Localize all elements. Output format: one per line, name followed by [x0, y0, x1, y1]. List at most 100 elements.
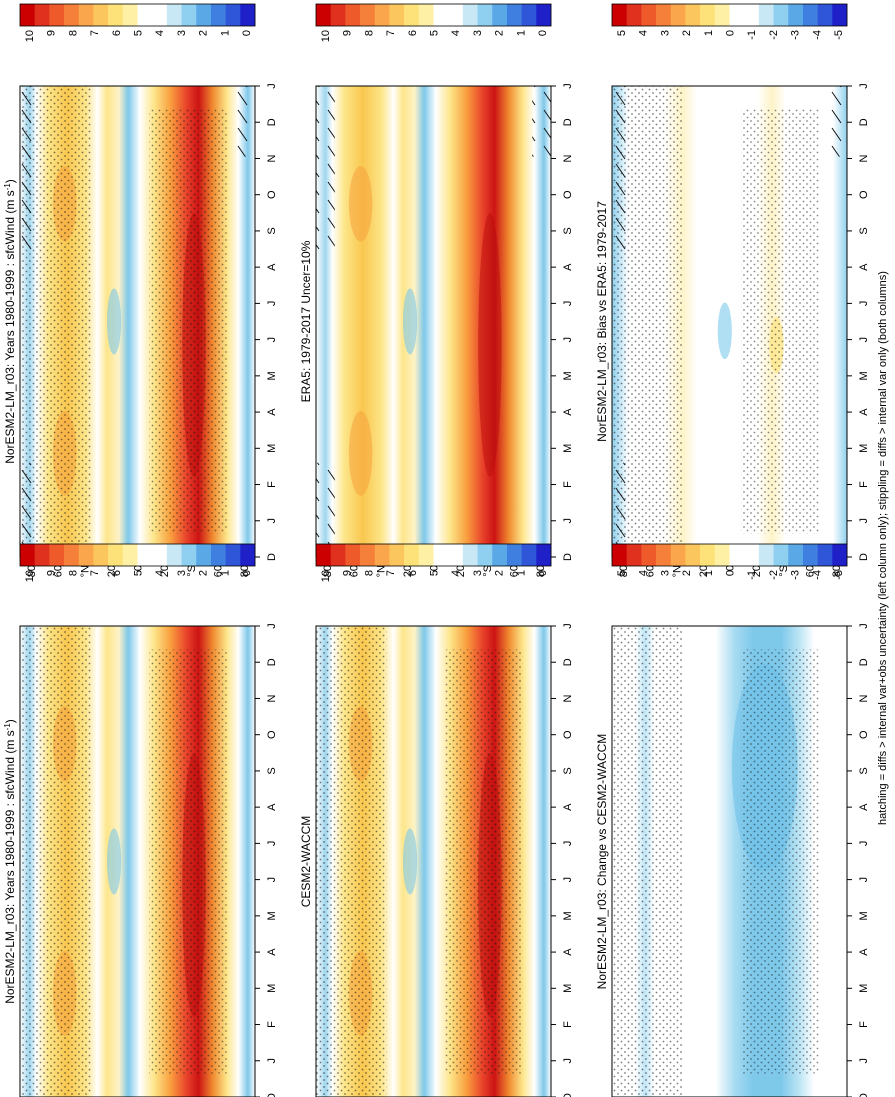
colorbar-segment	[64, 4, 80, 26]
x-tick-label: J	[562, 301, 574, 307]
x-tick-label: J	[858, 1058, 870, 1064]
colorbar-segment	[492, 4, 508, 26]
y-tick-label: 20	[751, 565, 763, 577]
x-tick-label: A	[266, 408, 278, 416]
colorbar-tick-label: 1	[219, 30, 231, 36]
x-tick-label: S	[858, 767, 870, 774]
plot-frame	[611, 625, 848, 1097]
colorbar-segment	[78, 544, 94, 566]
hatching-overlay	[612, 462, 631, 557]
colorbar-tick-label: 5	[133, 570, 145, 576]
colorbar-tick-label: 0	[725, 570, 737, 576]
colorbar-segment	[225, 4, 241, 26]
x-tick-label: M	[858, 984, 870, 993]
y-tick-label: °S	[186, 565, 198, 577]
colorbar-tick-label: 2	[681, 570, 693, 576]
colorbar-segment	[108, 4, 124, 26]
x-tick-label: N	[562, 154, 574, 162]
colorbar-segment	[49, 544, 65, 566]
colorbar-segment	[166, 544, 182, 566]
x-tick-label: D	[266, 658, 278, 666]
colorbar-tick-label: 1	[515, 570, 527, 576]
y-tick-label: 20	[455, 565, 467, 577]
colorbar-tick-label: 3	[176, 570, 188, 576]
colorbar-segment	[78, 4, 94, 26]
colorbar-tick-label: 5	[616, 30, 628, 36]
y-tick-label: 80	[239, 565, 251, 577]
colorbar-segment	[802, 4, 818, 26]
colorbar-tick-label: -3	[790, 570, 802, 580]
colorbar-tick-label: -5	[833, 30, 845, 40]
colorbar-tick-label: -2	[768, 570, 780, 580]
colorbar-tick-label: 2	[198, 30, 210, 36]
colorbar-tick-label: 1	[703, 30, 715, 36]
x-tick-label: F	[562, 481, 574, 488]
x-tick-label: O	[562, 190, 574, 199]
colorbar-segment	[34, 544, 50, 566]
colorbar-segment	[93, 4, 109, 26]
x-tick-label: D	[266, 118, 278, 126]
colorbar-segment	[729, 4, 745, 26]
panel-title: NorESM2-LM_r03: Bias vs ERA5: 1979-2017	[595, 201, 609, 442]
colorbar-frame	[315, 3, 552, 27]
x-tick-label: M	[266, 911, 278, 920]
x-tick-label: A	[858, 948, 870, 956]
x-tick-label: J	[562, 1058, 574, 1064]
y-tick-label: °S	[778, 565, 790, 577]
x-tick-label: J	[858, 83, 870, 89]
hatching-overlay	[236, 86, 255, 157]
x-tick-label: D	[562, 553, 574, 561]
colorbar-segment	[641, 4, 657, 26]
y-tick-label: 80	[535, 565, 547, 577]
y-tick-label: 20	[698, 565, 710, 577]
panel-title: NorESM2-LM_r03: Years 1980-1999 : sfcWin…	[3, 719, 18, 1004]
colorbar-tick-label: 9	[342, 30, 354, 36]
x-tick-label: J	[266, 301, 278, 307]
colorbar-tick-label: -4	[811, 570, 823, 580]
colorbar-segment	[404, 544, 420, 566]
stippling-overlay	[149, 109, 227, 534]
colorbar-segment	[612, 544, 627, 566]
colorbar-segment	[122, 4, 138, 26]
x-tick-label: S	[858, 227, 870, 234]
colorbar-tick-label: 10	[320, 570, 332, 582]
colorbar-tick-label: 9	[46, 570, 58, 576]
colorbar-segment	[506, 4, 522, 26]
plot-frame	[19, 625, 256, 1097]
y-tick-label: 60	[645, 565, 657, 577]
colorbar-segment	[612, 4, 627, 26]
colorbar-segment	[521, 4, 537, 26]
colorbar-segment	[49, 4, 65, 26]
colorbar-segment	[773, 4, 789, 26]
hatching-overlay	[20, 86, 39, 251]
x-tick-label: M	[562, 444, 574, 453]
x-tick-label: A	[266, 263, 278, 271]
colorbar-tick-label: 10	[24, 30, 36, 42]
colorbar-segment	[34, 4, 50, 26]
x-tick-label: A	[562, 263, 574, 271]
x-tick-label: J	[858, 841, 870, 847]
colorbar-segment	[137, 4, 153, 26]
x-tick-label: O	[266, 190, 278, 199]
panel-title: NorESM2-LM_r03: Change vs CESM2-WACCM	[595, 734, 609, 990]
colorbar-segment	[817, 4, 833, 26]
colorbar-segment	[20, 544, 35, 566]
stippling-overlay	[149, 649, 227, 1074]
y-tick-label: 60	[508, 565, 520, 577]
x-tick-label: J	[562, 83, 574, 89]
x-tick-label: D	[858, 1093, 870, 1097]
colorbar-tick-label: 4	[450, 30, 462, 36]
colorbar-tick-label: 3	[176, 30, 188, 36]
colorbar-tick-label: 4	[154, 30, 166, 36]
colorbar-segment	[817, 544, 833, 566]
colorbar-tick-label: -3	[790, 30, 802, 40]
colorbar-tick-label: 8	[67, 570, 79, 576]
x-tick-label: N	[858, 694, 870, 702]
colorbar-segment	[714, 544, 730, 566]
colorbar-segment	[316, 4, 331, 26]
x-tick-label: J	[266, 337, 278, 343]
x-tick-label: J	[562, 518, 574, 524]
y-tick-label: 60	[804, 565, 816, 577]
x-tick-label: J	[562, 841, 574, 847]
